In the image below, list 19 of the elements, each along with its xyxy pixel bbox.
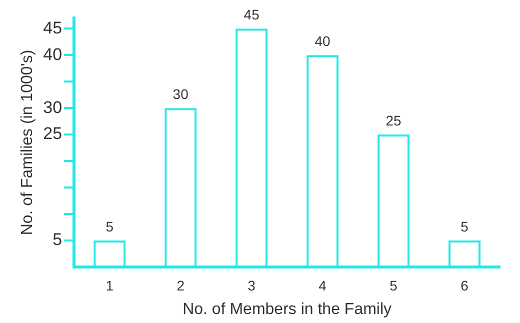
y-tick-label: 40 — [43, 44, 62, 64]
y-tick-label: 25 — [43, 124, 62, 144]
data-label: 5 — [106, 218, 114, 234]
y-axis-title: No. of Families (in 1000's) — [19, 50, 36, 236]
x-tick-label: 4 — [318, 277, 327, 294]
x-tick-label: 2 — [176, 277, 185, 294]
data-label: 45 — [244, 6, 260, 22]
x-tick-label: 6 — [460, 277, 469, 294]
data-label: 30 — [172, 86, 189, 102]
x-tick-label: 3 — [248, 277, 256, 294]
data-label: 40 — [314, 32, 331, 49]
y-tick-label: 30 — [43, 98, 62, 117]
x-axis-title: No. of Members in the Family — [182, 300, 392, 318]
data-label: 5 — [460, 218, 469, 234]
y-tick-label: 5 — [52, 230, 62, 250]
x-tick-label: 1 — [106, 277, 114, 294]
data-label: 25 — [386, 112, 402, 128]
x-tick-label: 5 — [390, 277, 398, 294]
y-tick-label: 45 — [43, 18, 62, 38]
